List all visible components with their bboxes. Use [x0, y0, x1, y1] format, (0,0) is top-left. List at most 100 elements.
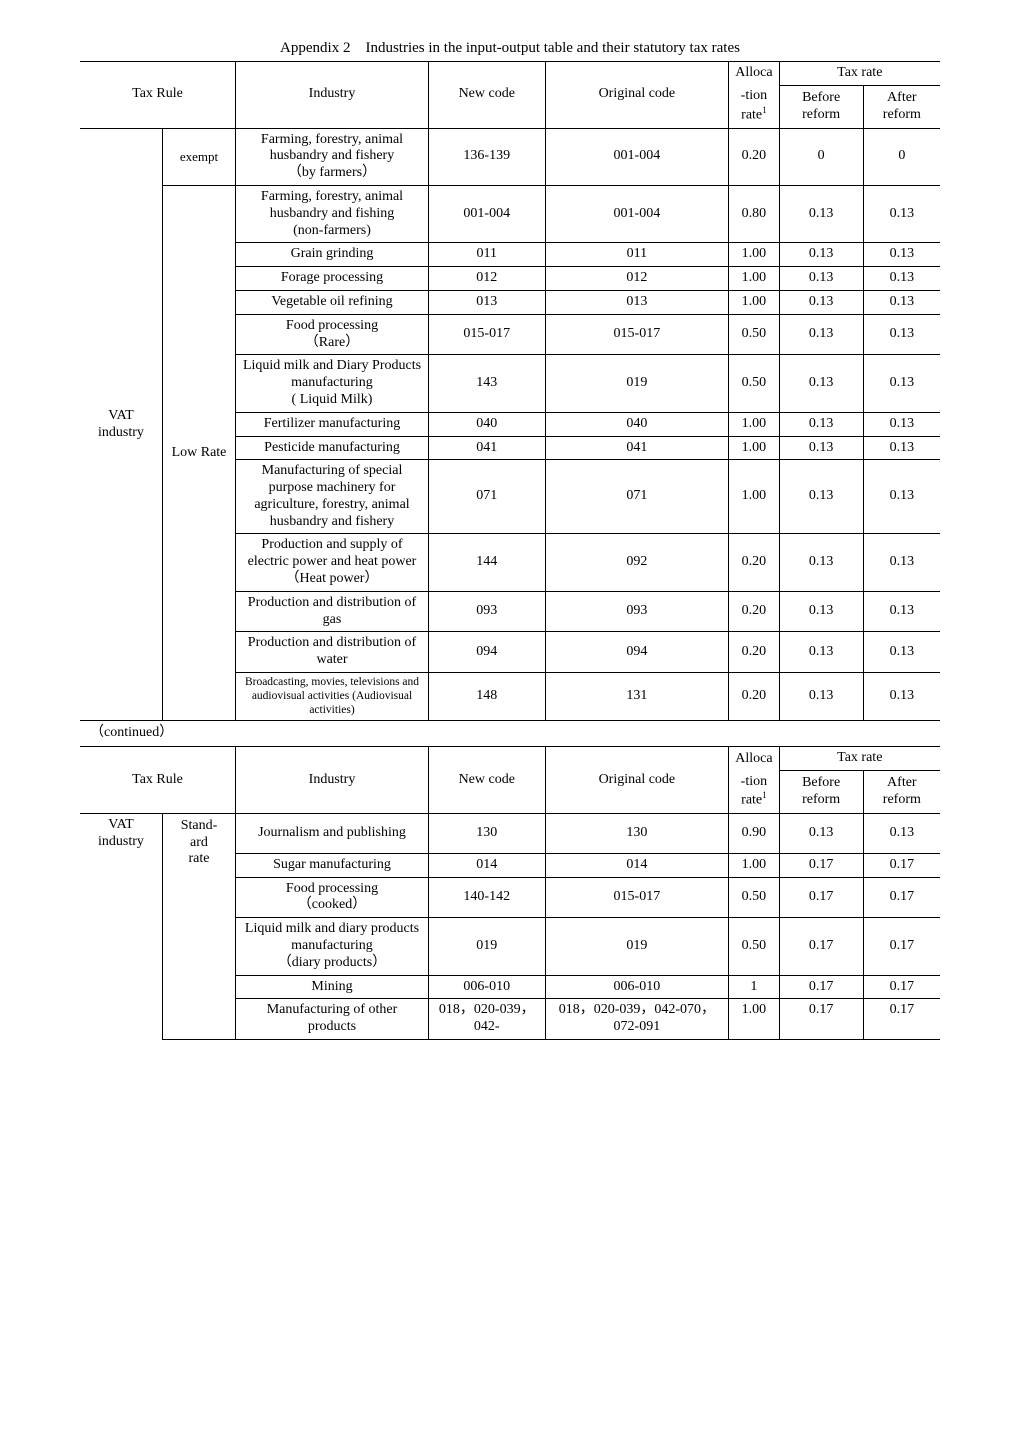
table-cell: 0.13	[779, 355, 863, 412]
table-cell: 0.13	[863, 534, 940, 591]
table-cell: Manufacturing of other products	[236, 999, 429, 1040]
table-cell: 014	[545, 853, 729, 877]
appendix-table: Tax Rule Industry New code Original code…	[80, 61, 940, 1040]
table-cell: Farming, forestry, animal husbandry and …	[236, 185, 429, 242]
table-cell: 143	[429, 355, 546, 412]
table-cell: Pesticide manufacturing	[236, 436, 429, 460]
table-cell: 144	[429, 534, 546, 591]
table-cell: 0.13	[779, 267, 863, 291]
table-cell: 013	[545, 290, 729, 314]
table-cell: 006-010	[429, 975, 546, 999]
table-cell: 0.13	[863, 185, 940, 242]
table-cell: Fertilizer manufacturing	[236, 412, 429, 436]
table-cell: Broadcasting, movies, televisions and au…	[236, 673, 429, 721]
table-cell: 0.50	[729, 314, 779, 355]
hdr-tax-rate: Tax rate	[779, 62, 940, 86]
hdr-tax-rule: Tax Rule	[80, 62, 236, 129]
table-cell: 131	[545, 673, 729, 721]
table-cell: 1	[729, 975, 779, 999]
table-cell: 0.13	[863, 267, 940, 291]
table-cell: 0.13	[863, 355, 940, 412]
table-cell: 011	[545, 243, 729, 267]
hdr-after: After reform	[863, 85, 940, 128]
table-cell: 0.17	[779, 853, 863, 877]
table-cell: 1.00	[729, 267, 779, 291]
hdr-before: Before reform	[779, 85, 863, 128]
table-cell: 0	[779, 128, 863, 185]
table-cell: 1.00	[729, 243, 779, 267]
table-cell: 0.13	[779, 436, 863, 460]
table-cell: 012	[545, 267, 729, 291]
hdr-industry: Industry	[236, 62, 429, 129]
table-cell: 0.13	[863, 243, 940, 267]
hdr-original-code-2: Original code	[545, 747, 729, 814]
table-cell: Grain grinding	[236, 243, 429, 267]
table-cell: 0.20	[729, 591, 779, 632]
table-cell: 093	[545, 591, 729, 632]
table-cell: 136-139	[429, 128, 546, 185]
table-cell: 0.20	[729, 632, 779, 673]
caption-prefix: Appendix 2	[280, 40, 350, 56]
table-cell: 018，020-039，042-070，072-091	[545, 999, 729, 1040]
table-cell: 040	[545, 412, 729, 436]
low-rate-label: Low Rate	[163, 185, 236, 721]
table-cell: Journalism and publishing	[236, 813, 429, 853]
table-cell: Liquid milk and diary products manufactu…	[236, 918, 429, 975]
table-cell: 0	[863, 128, 940, 185]
table-cell: 0.13	[779, 412, 863, 436]
table-cell: 019	[545, 918, 729, 975]
table-cell: Production and supply of electric power …	[236, 534, 429, 591]
hdr-alloca-2: Alloca	[729, 747, 779, 771]
table-cell: 006-010	[545, 975, 729, 999]
table-cell: Mining	[236, 975, 429, 999]
table-cell: 148	[429, 673, 546, 721]
table-cell: 001-004	[429, 185, 546, 242]
table-cell: Vegetable oil refining	[236, 290, 429, 314]
table-cell: 0.50	[729, 877, 779, 918]
table-cell: 019	[545, 355, 729, 412]
table-cell: 015-017	[545, 877, 729, 918]
table-cell: Food processing（Rare）	[236, 314, 429, 355]
table-cell: 0.13	[779, 314, 863, 355]
table-cell: 071	[545, 460, 729, 534]
continued-label: （continued）	[80, 721, 940, 747]
table-cell: 1.00	[729, 999, 779, 1040]
table-cell: 0.13	[863, 314, 940, 355]
empty-cell	[80, 853, 163, 1039]
table-cell: 040	[429, 412, 546, 436]
table-cell: 041	[545, 436, 729, 460]
table-cell: Farming, forestry, animal husbandry and …	[236, 128, 429, 185]
table-cell: 0.13	[779, 813, 863, 853]
table-cell: 093	[429, 591, 546, 632]
table-cell: 094	[545, 632, 729, 673]
table-cell: 0.17	[779, 877, 863, 918]
table-cell: 1.00	[729, 853, 779, 877]
table-cell: Food processing（cooked）	[236, 877, 429, 918]
table-cell: 1.00	[729, 290, 779, 314]
table-cell: 013	[429, 290, 546, 314]
table-cell: 0.13	[863, 412, 940, 436]
table-cell: Forage processing	[236, 267, 429, 291]
table-cell: 015-017	[429, 314, 546, 355]
table-cell: 0.20	[729, 534, 779, 591]
table-cell: 0.13	[863, 632, 940, 673]
table-cell: 0.90	[729, 813, 779, 853]
table-cell: 140-142	[429, 877, 546, 918]
table-caption: Appendix 2 Industries in the input-outpu…	[80, 40, 940, 57]
table-cell: 0.13	[863, 673, 940, 721]
hdr-new-code: New code	[429, 62, 546, 129]
table-cell: 018，020-039，042-	[429, 999, 546, 1040]
table-cell: 0.13	[863, 591, 940, 632]
table-cell: 0.17	[863, 975, 940, 999]
table-cell: 0.17	[863, 853, 940, 877]
hdr-new-code-2: New code	[429, 747, 546, 814]
table-cell: 041	[429, 436, 546, 460]
hdr-before-2: Before reform	[779, 771, 863, 814]
table-cell: 0.20	[729, 128, 779, 185]
table-cell: 0.13	[779, 534, 863, 591]
table-cell: 0.13	[779, 632, 863, 673]
table-cell: 0.17	[863, 877, 940, 918]
vat-industry-label: VAT industry	[80, 128, 163, 721]
table-cell: 0.50	[729, 355, 779, 412]
table-cell: 001-004	[545, 128, 729, 185]
